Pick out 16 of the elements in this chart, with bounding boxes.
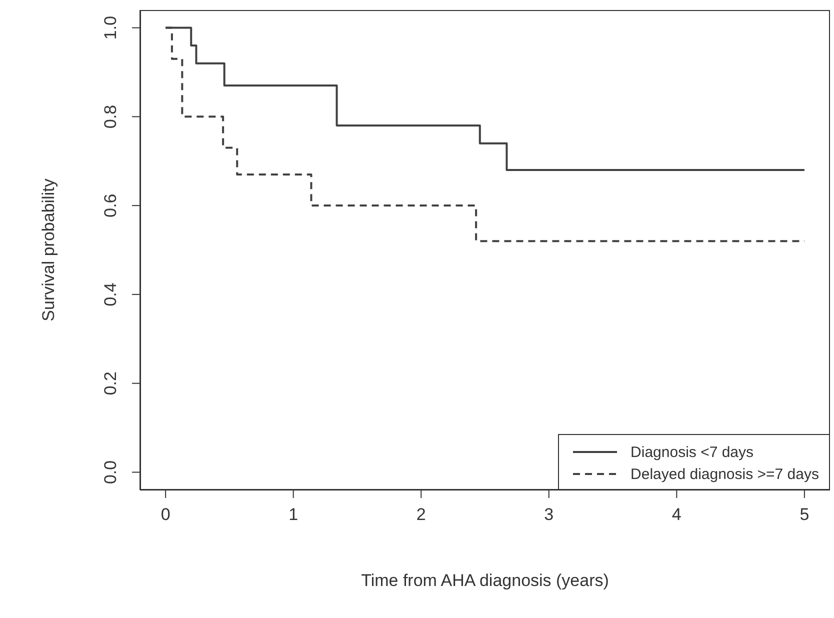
y-tick-label: 0.4 — [101, 282, 120, 306]
legend-label: Delayed diagnosis >=7 days — [630, 466, 819, 482]
x-axis-title: Time from AHA diagnosis (years) — [361, 571, 609, 590]
y-tick-label: 0.6 — [101, 194, 120, 218]
x-tick-label: 4 — [672, 505, 682, 524]
y-tick-label: 0.0 — [101, 460, 120, 484]
legend-label: Diagnosis <7 days — [630, 444, 754, 460]
x-tick-label: 1 — [288, 505, 298, 524]
x-tick-label: 5 — [800, 505, 810, 524]
y-tick-label: 0.8 — [101, 104, 120, 128]
x-tick-label: 0 — [160, 505, 170, 524]
x-tick-label: 2 — [416, 505, 426, 524]
y-tick-label: 1.0 — [101, 16, 120, 40]
y-axis-title: Survival probability — [39, 178, 58, 322]
x-tick-label: 3 — [544, 505, 554, 524]
y-tick-label: 0.2 — [101, 372, 120, 396]
